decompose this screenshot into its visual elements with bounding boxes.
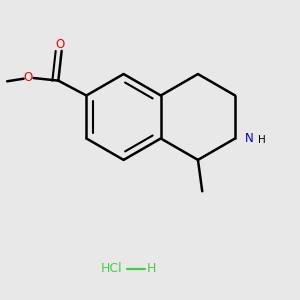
Text: H: H <box>147 262 156 275</box>
Text: O: O <box>23 71 33 84</box>
Text: H: H <box>258 135 266 145</box>
Text: N: N <box>244 132 253 145</box>
Text: HCl: HCl <box>101 262 123 275</box>
Text: O: O <box>56 38 65 52</box>
